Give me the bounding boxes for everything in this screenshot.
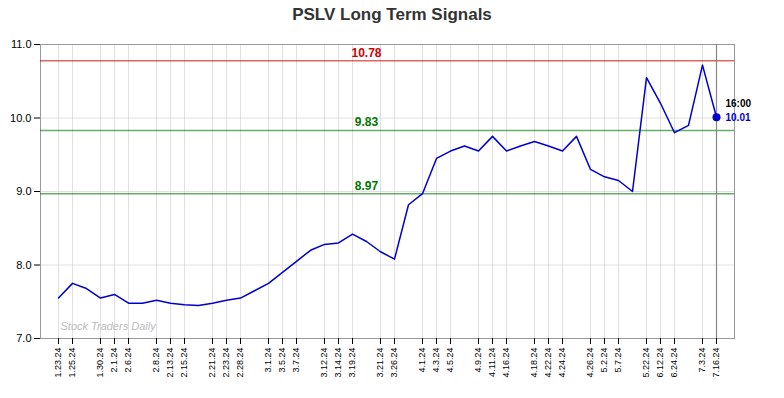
svg-text:3.21.24: 3.21.24	[375, 348, 385, 378]
svg-text:8.97: 8.97	[355, 179, 379, 193]
svg-text:4.26.24: 4.26.24	[585, 348, 595, 378]
svg-text:8.0: 8.0	[16, 259, 31, 271]
svg-text:4.22.24: 4.22.24	[543, 348, 553, 378]
svg-text:4.11.24: 4.11.24	[487, 348, 497, 377]
svg-text:4.1.24: 4.1.24	[417, 348, 427, 373]
svg-text:1.30.24: 1.30.24	[95, 348, 105, 378]
svg-text:3.1.24: 3.1.24	[263, 348, 273, 373]
svg-text:Stock Traders Daily: Stock Traders Daily	[61, 320, 158, 332]
svg-text:1.25.24: 1.25.24	[67, 348, 77, 378]
svg-text:3.14.24: 3.14.24	[333, 348, 343, 378]
svg-text:4.18.24: 4.18.24	[529, 348, 539, 378]
svg-text:9.83: 9.83	[355, 115, 379, 129]
svg-text:2.1.24: 2.1.24	[109, 348, 119, 373]
svg-text:5.22.24: 5.22.24	[641, 348, 651, 378]
svg-text:4.16.24: 4.16.24	[501, 348, 511, 378]
svg-text:9.0: 9.0	[16, 185, 31, 197]
svg-text:3.26.24: 3.26.24	[389, 348, 399, 378]
svg-text:4.3.24: 4.3.24	[431, 348, 441, 373]
svg-text:2.6.24: 2.6.24	[123, 348, 133, 373]
html-text:PSLV Long Term Signals: PSLV Long Term Signals	[292, 5, 492, 24]
svg-text:11.0: 11.0	[11, 38, 32, 50]
svg-text:10.0: 10.0	[10, 112, 31, 124]
svg-text:1.23.24: 1.23.24	[53, 348, 63, 378]
svg-text:2.23.24: 2.23.24	[221, 348, 231, 378]
svg-text:16:00: 16:00	[726, 98, 752, 109]
svg-text:2.13.24: 2.13.24	[165, 348, 175, 378]
svg-text:7.3.24: 7.3.24	[697, 348, 707, 373]
svg-text:4.5.24: 4.5.24	[445, 348, 455, 373]
svg-text:2.8.24: 2.8.24	[151, 348, 161, 373]
svg-text:3.7.24: 3.7.24	[291, 348, 301, 373]
svg-text:2.21.24: 2.21.24	[207, 348, 217, 378]
svg-text:3.5.24: 3.5.24	[277, 348, 287, 373]
svg-text:4.9.24: 4.9.24	[473, 348, 483, 373]
svg-text:10.78: 10.78	[351, 46, 381, 60]
svg-text:10.01: 10.01	[726, 112, 751, 123]
svg-text:5.2.24: 5.2.24	[599, 348, 609, 373]
svg-text:6.12.24: 6.12.24	[655, 348, 665, 378]
svg-text:4.24.24: 4.24.24	[557, 348, 567, 378]
svg-text:3.12.24: 3.12.24	[319, 348, 329, 378]
svg-text:6.24.24: 6.24.24	[669, 348, 679, 378]
svg-text:2.28.24: 2.28.24	[235, 348, 245, 378]
svg-text:3.19.24: 3.19.24	[347, 348, 357, 378]
svg-text:5.7.24: 5.7.24	[613, 348, 623, 373]
svg-text:2.15.24: 2.15.24	[179, 348, 189, 378]
svg-text:7.16.24: 7.16.24	[711, 348, 721, 378]
svg-text:7.0: 7.0	[16, 332, 31, 344]
